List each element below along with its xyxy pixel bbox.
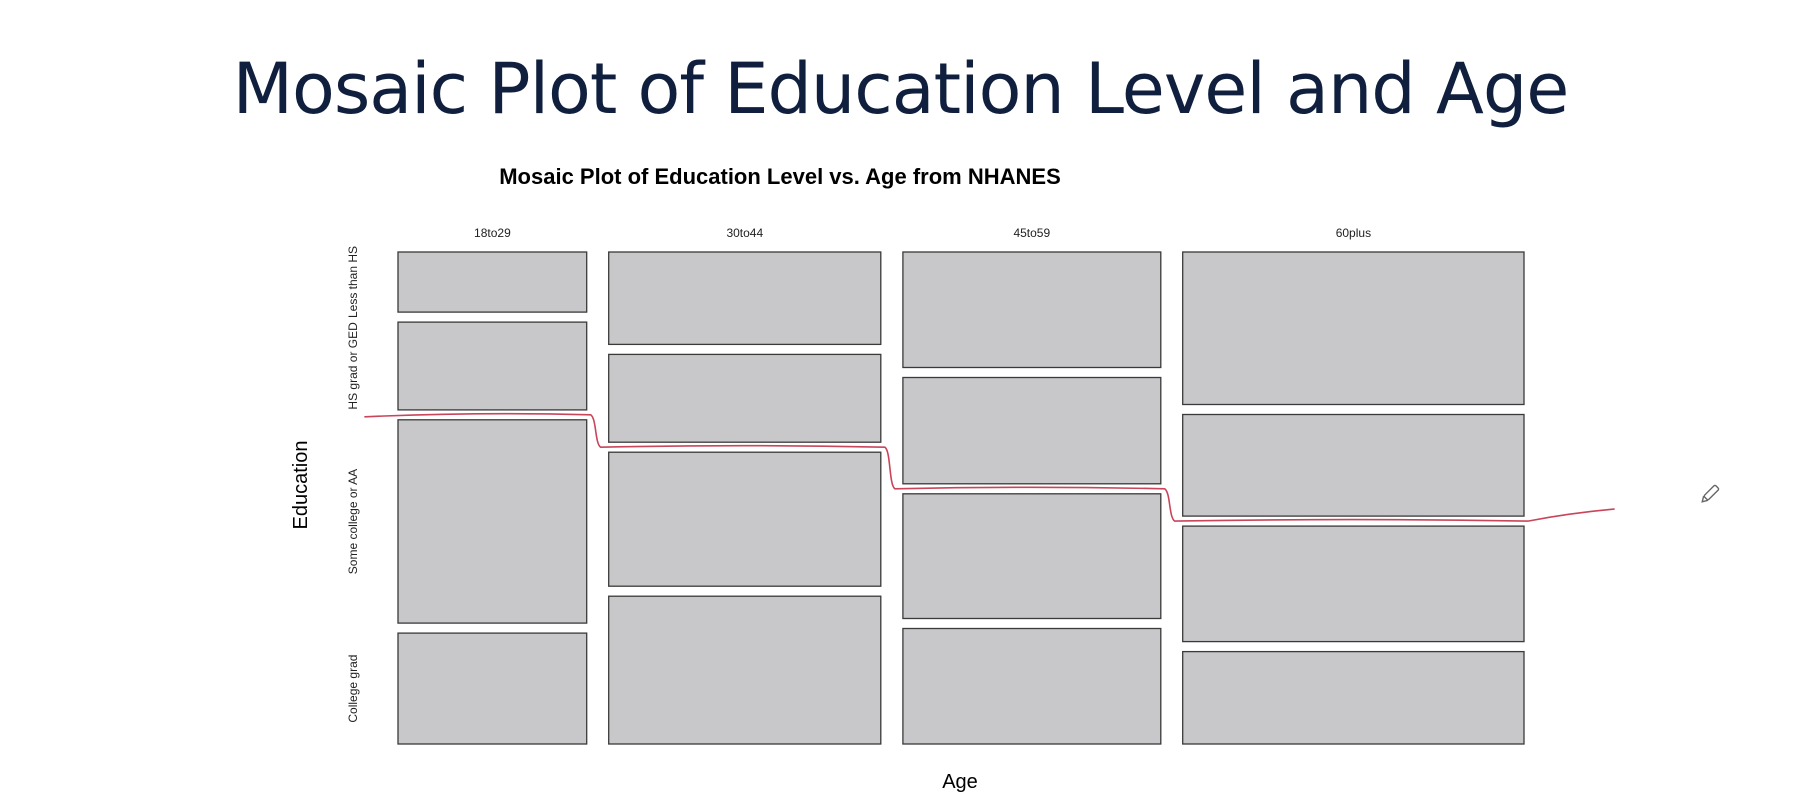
mosaic-tiles <box>397 251 1525 745</box>
mosaic-tile-45to59-2 <box>902 376 1162 485</box>
mosaic-tile-30to44-3 <box>608 451 882 587</box>
mosaic-tile-30to44-2 <box>608 353 882 443</box>
mosaic-tile-30to44-1 <box>608 251 882 346</box>
y-tick-labels: Less than HS HS grad or GED Some college o… <box>346 246 360 723</box>
mosaic-tile-18to29-4 <box>397 632 588 745</box>
y-tick-label-2: HS grad or GED <box>346 322 360 410</box>
slide-title: Mosaic Plot of Education Level and Age <box>232 48 1570 130</box>
mosaic-tile-30to44-4 <box>608 595 882 745</box>
y-tick-label-1: Less than HS <box>346 246 360 318</box>
x-tick-label-30to44: 30to44 <box>726 226 763 240</box>
hand-drawn-annotation-line <box>364 412 1615 522</box>
mosaic-tile-60plus-4 <box>1182 650 1525 745</box>
mosaic-tile-60plus-2 <box>1182 413 1525 517</box>
mosaic-tile-18to29-2 <box>397 321 588 411</box>
mosaic-tile-45to59-3 <box>902 493 1162 620</box>
x-tick-labels: 18to29 30to44 45to59 60plus <box>474 226 1371 240</box>
x-tick-label-60plus: 60plus <box>1336 226 1371 240</box>
y-tick-label-3: Some college or AA <box>346 469 360 574</box>
chart-title: Mosaic Plot of Education Level vs. Age f… <box>499 164 1061 189</box>
mosaic-tile-60plus-3 <box>1182 525 1525 643</box>
mosaic-tile-45to59-4 <box>902 627 1162 745</box>
x-axis-label: Age <box>942 771 978 793</box>
mosaic-tile-45to59-1 <box>902 251 1162 369</box>
mosaic-tile-18to29-1 <box>397 251 588 313</box>
mosaic-tile-18to29-3 <box>397 419 588 624</box>
x-tick-label-45to59: 45to59 <box>1013 226 1050 240</box>
y-axis-label: Education <box>290 441 312 530</box>
mosaic-tile-60plus-1 <box>1182 251 1525 406</box>
y-tick-label-4: College grad <box>346 655 360 723</box>
pencil-icon[interactable] <box>1700 484 1720 504</box>
x-tick-label-18to29: 18to29 <box>474 226 511 240</box>
